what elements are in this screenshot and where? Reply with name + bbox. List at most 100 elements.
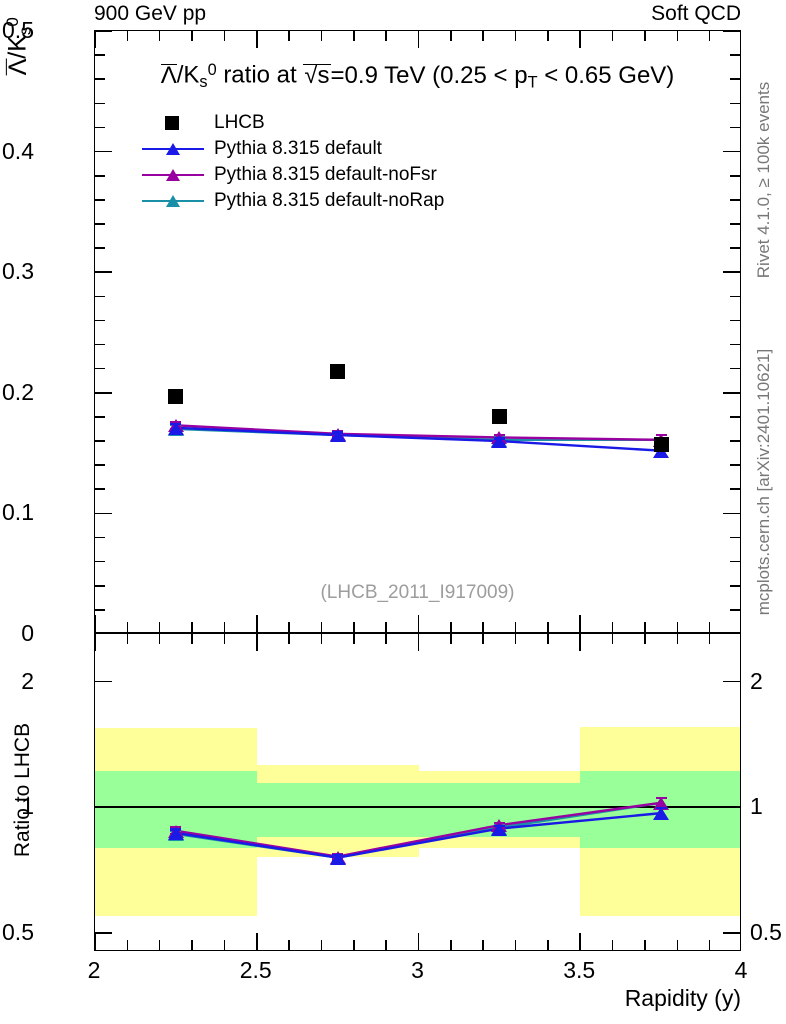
y-axis-minor-tick bbox=[95, 319, 105, 322]
x-axis-minor-tick bbox=[320, 940, 323, 950]
series-line bbox=[175, 426, 662, 452]
x-axis-minor-tick bbox=[126, 940, 129, 950]
x-axis-major-tick bbox=[579, 31, 582, 48]
y-axis-minor-tick bbox=[95, 584, 105, 587]
y-axis-minor-tick bbox=[730, 584, 740, 587]
x-axis-minor-tick bbox=[708, 634, 711, 644]
x-axis-minor-tick bbox=[708, 940, 711, 950]
data-point-square bbox=[653, 437, 669, 453]
y-axis-minor-tick bbox=[730, 174, 740, 177]
ratio-series-pythia-8-315-default bbox=[175, 811, 662, 859]
x-axis-title: Rapidity (y) bbox=[624, 985, 741, 1011]
ratio-y-axis-tick-label: 0.5 bbox=[2, 918, 34, 945]
x-axis-minor-tick bbox=[158, 622, 161, 632]
series-pythia-8-315-default bbox=[175, 426, 662, 452]
y-axis-minor-tick bbox=[730, 464, 740, 466]
ratio-y-axis-title: Ratio to LHCB bbox=[6, 690, 40, 890]
y-axis-minor-tick bbox=[730, 416, 740, 418]
x-axis-major-tick bbox=[417, 634, 420, 651]
x-axis-minor-tick bbox=[223, 622, 226, 632]
x-axis-minor-tick bbox=[611, 634, 614, 644]
data-point-square bbox=[330, 363, 346, 379]
x-axis-minor-tick bbox=[158, 940, 161, 950]
x-axis-minor-tick bbox=[353, 634, 355, 644]
x-axis-major-tick bbox=[579, 615, 582, 632]
x-axis-minor-tick bbox=[385, 622, 387, 632]
data-point-triangle bbox=[491, 435, 508, 449]
x-axis-major-tick bbox=[255, 615, 258, 632]
y-axis-major-tick bbox=[95, 512, 112, 515]
y-axis-tick-label: 0.3 bbox=[2, 258, 34, 285]
y-axis-minor-tick bbox=[95, 488, 105, 491]
x-axis-major-tick bbox=[95, 933, 96, 950]
x-axis-major-tick bbox=[579, 933, 582, 950]
x-axis-minor-tick bbox=[191, 634, 193, 644]
x-axis-minor-tick bbox=[708, 622, 711, 632]
y-axis-tick-label: 0 bbox=[21, 620, 34, 646]
ratio-y-axis-tick-label: 0.5 bbox=[750, 918, 782, 945]
y-axis-minor-tick bbox=[730, 54, 740, 56]
y-axis-minor-tick bbox=[730, 78, 740, 81]
plot-title-text: ratio at bbox=[223, 61, 297, 89]
x-axis-minor-tick bbox=[547, 622, 549, 632]
legend-item-norap[interactable]: Pythia 8.315 default-noRap bbox=[140, 188, 444, 214]
plot-title: Λ/Ks0 ratio at √s=0.9 TeV (0.25 < pT < 0… bbox=[160, 61, 675, 92]
x-axis-minor-tick bbox=[353, 940, 355, 950]
data-point-triangle bbox=[653, 807, 670, 821]
x-axis-minor-tick bbox=[320, 31, 323, 41]
data-point-square bbox=[168, 388, 184, 404]
x-axis-minor-tick bbox=[514, 940, 517, 950]
x-axis-minor-tick bbox=[676, 940, 679, 950]
y-axis-minor-tick bbox=[95, 102, 105, 105]
y-axis-minor-tick bbox=[95, 78, 105, 81]
y-axis-tick-label: 0.4 bbox=[2, 137, 34, 164]
legend-key-square-icon bbox=[140, 110, 206, 136]
data-point-triangle bbox=[167, 826, 184, 840]
x-axis-minor-tick bbox=[644, 940, 646, 950]
legend-label: Pythia 8.315 default-noFsr bbox=[214, 164, 437, 185]
x-axis-major-tick bbox=[255, 634, 258, 651]
y-axis-minor-tick bbox=[95, 464, 105, 466]
y-axis-major-tick bbox=[723, 512, 740, 515]
data-point-triangle bbox=[329, 851, 346, 865]
x-axis-minor-tick bbox=[676, 634, 679, 644]
y-axis-major-tick bbox=[95, 392, 112, 394]
legend-key-triangle-icon bbox=[140, 162, 206, 188]
y-axis-tick-label: 0.5 bbox=[2, 17, 34, 43]
x-axis-minor-tick bbox=[482, 31, 484, 41]
x-axis-minor-tick bbox=[644, 622, 646, 632]
x-axis-minor-tick bbox=[450, 31, 452, 41]
x-axis-minor-tick bbox=[191, 622, 193, 632]
x-axis-minor-tick bbox=[223, 940, 226, 950]
y-axis-minor-tick bbox=[95, 54, 105, 56]
x-axis-minor-tick bbox=[126, 634, 129, 644]
x-axis-minor-tick bbox=[676, 622, 679, 632]
y-axis-minor-tick bbox=[730, 247, 740, 249]
legend-item-default[interactable]: Pythia 8.315 default bbox=[140, 136, 444, 162]
series-line bbox=[175, 424, 662, 442]
y-axis-minor-tick bbox=[95, 223, 105, 225]
x-axis-minor-tick bbox=[450, 622, 452, 632]
x-axis-minor-tick bbox=[708, 31, 711, 41]
ratio-y-axis-tick-label: 1 bbox=[21, 793, 34, 820]
data-point-triangle bbox=[491, 822, 508, 836]
x-axis-minor-tick bbox=[191, 31, 193, 41]
x-axis-minor-tick bbox=[191, 940, 193, 950]
legend-item-nofsr[interactable]: Pythia 8.315 default-noFsr bbox=[140, 162, 444, 188]
x-axis-tick-label: 3 bbox=[411, 957, 424, 983]
y-axis-tick-label: 0.2 bbox=[2, 378, 34, 405]
data-point-triangle bbox=[329, 429, 346, 442]
main-plot-panel bbox=[94, 30, 741, 633]
y-axis-minor-tick bbox=[730, 126, 740, 129]
x-axis-minor-tick bbox=[353, 622, 355, 632]
data-point-triangle bbox=[653, 796, 670, 810]
x-axis-minor-tick bbox=[158, 634, 161, 644]
legend-label: LHCB bbox=[214, 112, 265, 133]
y-axis-major-tick bbox=[723, 392, 740, 394]
y-axis-minor-tick bbox=[730, 609, 740, 611]
ratio-y-axis-tick-label: 2 bbox=[21, 667, 34, 694]
y-axis-major-tick bbox=[723, 31, 740, 32]
legend-item-lhcb[interactable]: LHCB bbox=[140, 110, 444, 136]
legend-key-triangle-icon bbox=[140, 136, 206, 162]
y-axis-major-tick bbox=[723, 271, 740, 273]
